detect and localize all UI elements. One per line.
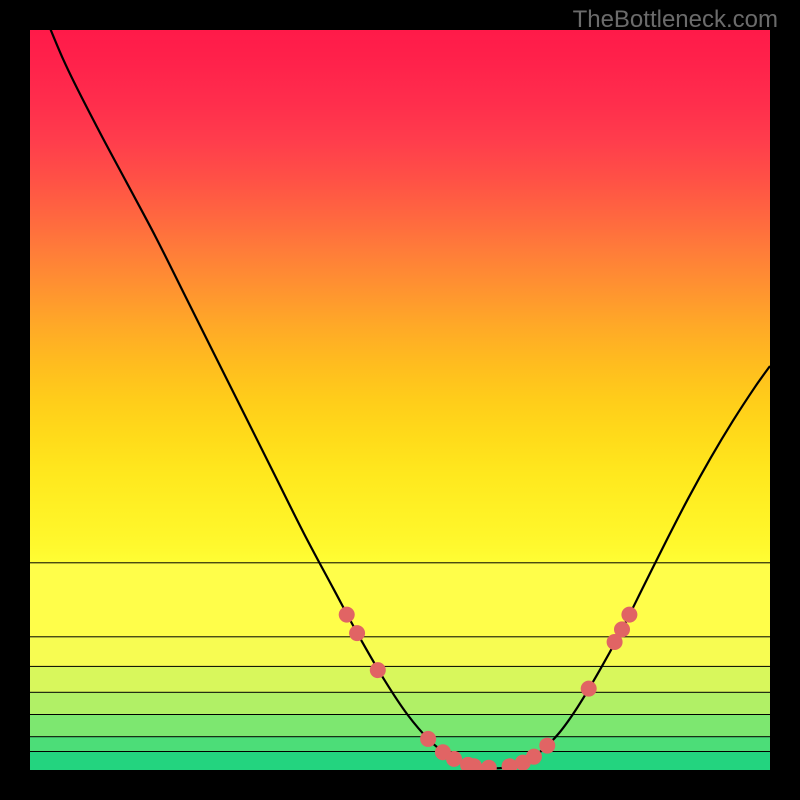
data-marker — [539, 738, 555, 754]
data-marker — [370, 662, 386, 678]
curve-layer — [30, 30, 770, 770]
data-marker — [339, 607, 355, 623]
data-marker — [581, 681, 597, 697]
data-marker — [481, 760, 497, 770]
data-marker — [526, 749, 542, 765]
watermark-text: TheBottleneck.com — [573, 6, 778, 34]
data-marker — [420, 731, 436, 747]
plot-area — [30, 30, 770, 770]
bottleneck-curve — [30, 30, 770, 768]
data-marker — [614, 621, 630, 637]
data-marker — [446, 751, 462, 767]
chart-frame — [0, 0, 800, 800]
data-marker — [621, 607, 637, 623]
data-marker — [349, 625, 365, 641]
